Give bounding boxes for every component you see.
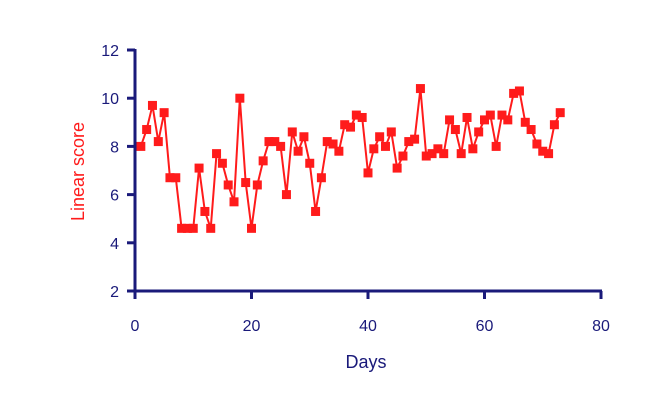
data-point xyxy=(520,117,530,127)
data-point xyxy=(439,149,449,159)
data-point xyxy=(305,158,315,168)
y-tick-label: 4 xyxy=(110,236,119,253)
data-point xyxy=(264,137,274,147)
data-point xyxy=(503,115,513,125)
data-point xyxy=(177,223,187,233)
data-point xyxy=(241,178,251,188)
data-point xyxy=(497,110,507,120)
y-tick-label: 10 xyxy=(101,91,119,108)
x-tick-label: 60 xyxy=(476,318,494,335)
data-point xyxy=(147,100,157,110)
data-point xyxy=(322,137,332,147)
data-point xyxy=(450,125,460,135)
data-point xyxy=(485,110,495,120)
data-point xyxy=(375,132,385,142)
data-point xyxy=(433,144,443,154)
data-point xyxy=(270,137,280,147)
data-series xyxy=(136,84,565,233)
data-point xyxy=(509,88,519,98)
data-point xyxy=(474,127,484,137)
data-point xyxy=(363,168,373,178)
data-point xyxy=(398,151,408,161)
data-point xyxy=(445,115,455,125)
data-point xyxy=(346,122,356,132)
data-point xyxy=(229,197,239,207)
data-point xyxy=(235,93,245,103)
data-point xyxy=(526,125,536,135)
data-point xyxy=(427,149,437,159)
data-point xyxy=(514,86,524,96)
data-point xyxy=(171,173,181,183)
y-tick-label: 12 xyxy=(101,43,119,60)
data-point xyxy=(188,223,198,233)
data-point xyxy=(538,146,548,156)
data-point xyxy=(159,108,169,118)
data-point xyxy=(206,223,216,233)
data-point xyxy=(247,223,256,233)
data-point xyxy=(555,108,565,118)
data-point xyxy=(200,206,210,216)
x-tick-label: 20 xyxy=(243,318,261,335)
x-tick-label: 40 xyxy=(359,318,377,335)
data-point xyxy=(544,149,554,159)
data-point xyxy=(456,149,466,159)
data-point xyxy=(182,223,192,233)
data-point xyxy=(328,139,338,149)
data-point xyxy=(386,127,396,137)
data-point xyxy=(153,137,163,147)
data-point xyxy=(532,139,542,149)
data-point xyxy=(212,149,222,159)
data-point xyxy=(351,110,361,120)
data-point xyxy=(392,163,402,173)
x-axis-title: Days xyxy=(345,352,386,372)
data-point xyxy=(311,206,321,216)
data-point xyxy=(549,120,559,130)
x-tick-label: 0 xyxy=(131,318,140,335)
data-point xyxy=(480,115,489,125)
y-axis-title: Linear score xyxy=(68,122,88,221)
data-point xyxy=(334,146,344,156)
data-point xyxy=(281,190,291,200)
x-ticks: 0 20 40 60 80 xyxy=(131,291,610,335)
data-point xyxy=(194,163,204,173)
data-point xyxy=(468,144,478,154)
data-point xyxy=(357,112,367,122)
data-point xyxy=(217,158,227,168)
data-point xyxy=(491,141,501,151)
y-tick-label: 8 xyxy=(110,139,119,156)
y-tick-label: 2 xyxy=(110,284,119,301)
x-tick-label: 80 xyxy=(592,318,610,335)
data-point xyxy=(421,151,431,161)
data-point xyxy=(287,127,297,137)
data-point xyxy=(136,141,146,151)
data-point xyxy=(142,125,152,135)
data-point xyxy=(223,180,233,190)
data-point xyxy=(410,134,420,144)
y-ticks: 2 4 6 8 10 12 xyxy=(101,43,135,301)
data-point xyxy=(276,141,286,151)
data-point xyxy=(340,120,350,130)
y-tick-label: 6 xyxy=(110,188,119,205)
data-point xyxy=(293,146,303,156)
data-point xyxy=(316,173,326,183)
data-point xyxy=(252,180,262,190)
data-point xyxy=(299,132,309,142)
data-point xyxy=(415,84,425,94)
data-point xyxy=(462,112,472,122)
data-point xyxy=(369,144,379,154)
data-point xyxy=(380,141,390,151)
data-point xyxy=(258,156,268,166)
data-point xyxy=(404,137,414,147)
data-point xyxy=(165,173,175,183)
